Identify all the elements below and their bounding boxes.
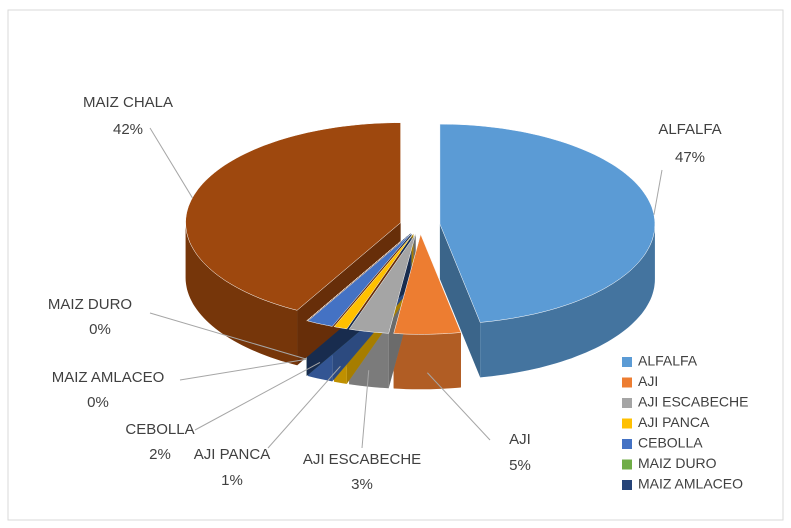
leader-line [194,361,321,431]
legend-swatch [622,357,632,367]
slice-wall-shade [393,332,461,390]
legend-label: AJI ESCABECHE [638,394,748,410]
data-label-name: MAIZ CHALA [83,94,173,111]
legend-label: CEBOLLA [638,435,703,451]
data-label-name: MAIZ AMLACEO [52,369,165,386]
leader-line [427,372,491,441]
data-label-name: MAIZ DURO [48,296,132,313]
data-label-value: 42% [113,121,143,138]
legend-swatch [622,459,632,470]
legend-label: MAIZ DURO [638,455,717,471]
slice-wall-shade [480,224,655,378]
data-label-value: 1% [221,472,243,489]
leader-line [149,312,307,360]
data-label-value: 3% [351,476,373,493]
leader-line [179,358,307,381]
leader-line [653,169,663,215]
slice-side-shade [439,224,481,378]
legend-swatch [622,439,632,449]
slice-wall [480,224,655,378]
data-label-name: CEBOLLA [125,421,194,438]
legend-label: AJI [638,373,658,389]
data-label-value: 47% [675,149,705,166]
slice-wall [185,222,298,366]
slice-side [439,224,481,378]
data-label-name: AJI [509,431,531,448]
data-label-value: 0% [87,394,109,411]
data-label-name: AJI ESCABECHE [303,451,421,468]
data-label-value: 0% [89,321,111,338]
slice [306,232,411,321]
slice-wall-shade [185,222,298,366]
slice-wall [393,332,461,390]
slice [348,233,416,334]
leader-line [267,366,341,449]
legend-label: MAIZ AMLACEO [638,476,743,492]
slice [333,233,414,330]
leader-line [361,370,370,449]
data-label-value: 5% [509,457,531,474]
data-label-name: AJI PANCA [194,446,270,463]
legend-label: ALFALFA [638,353,698,369]
data-label-name: ALFALFA [658,121,721,138]
legend-label: AJI PANCA [638,414,710,430]
legend-swatch [622,480,632,490]
data-label-value: 2% [149,446,171,463]
leader-line [149,127,193,199]
legend-swatch [622,398,632,408]
legend-swatch [622,418,632,429]
slice [307,233,412,327]
slice [393,233,462,335]
legend-swatch [622,377,632,388]
